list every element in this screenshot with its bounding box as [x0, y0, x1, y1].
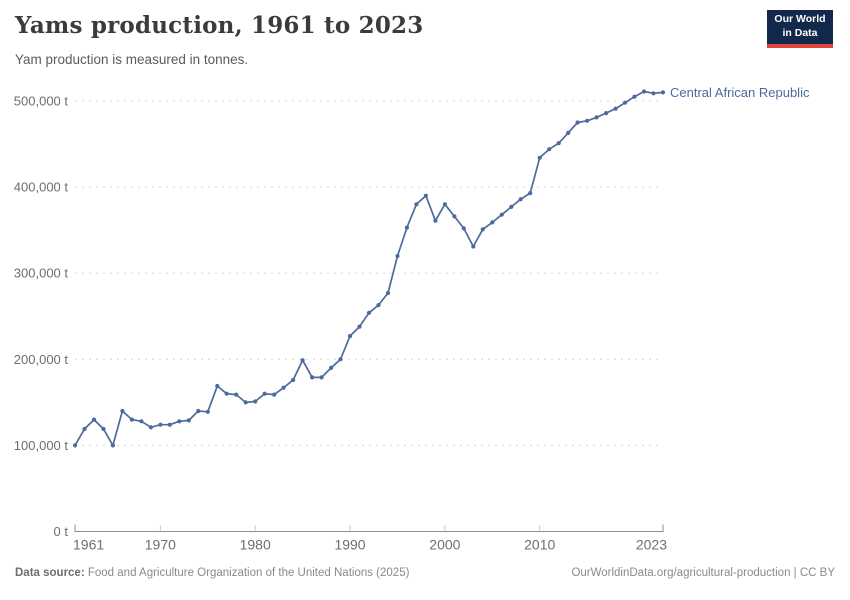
data-point[interactable] — [158, 422, 163, 427]
data-point[interactable] — [91, 417, 97, 422]
y-axis-label: 0 t — [54, 524, 69, 539]
data-line[interactable] — [74, 90, 664, 447]
data-point[interactable] — [120, 408, 125, 414]
data-point[interactable] — [404, 225, 409, 230]
data-point[interactable] — [262, 391, 267, 396]
y-axis-label: 500,000 t — [14, 94, 69, 109]
data-point[interactable] — [480, 227, 485, 232]
data-source-label: Data source: — [15, 567, 85, 579]
data-point[interactable] — [82, 426, 87, 432]
data-point[interactable] — [376, 303, 381, 308]
y-axis-label: 300,000 t — [14, 266, 69, 281]
data-point[interactable] — [357, 324, 362, 329]
data-point[interactable] — [253, 399, 258, 404]
data-point[interactable] — [623, 100, 628, 105]
data-point[interactable] — [385, 290, 391, 296]
data-point[interactable] — [528, 191, 533, 196]
data-point[interactable] — [395, 253, 400, 259]
data-point[interactable] — [442, 202, 447, 207]
x-axis — [74, 524, 664, 532]
owid-logo-text: Our World in Data — [774, 13, 826, 39]
chart-subtitle: Yam production is measured in tonnes. — [15, 52, 249, 67]
data-point[interactable] — [547, 147, 552, 152]
data-point[interactable] — [585, 118, 590, 123]
data-point[interactable] — [148, 425, 153, 430]
data-point[interactable] — [423, 193, 428, 198]
x-axis-label: 2023 — [636, 537, 667, 553]
data-point[interactable] — [575, 120, 580, 125]
data-point[interactable] — [329, 365, 334, 370]
data-point[interactable] — [338, 357, 343, 362]
data-point[interactable] — [632, 94, 637, 99]
x-axis-label: 1961 — [73, 537, 104, 553]
x-axis-label: 1980 — [240, 537, 271, 553]
data-point[interactable] — [319, 375, 324, 380]
data-source-text: Food and Agriculture Organization of the… — [84, 567, 410, 579]
data-point[interactable] — [177, 419, 182, 424]
owid-logo[interactable]: Our World in Data — [767, 10, 833, 48]
data-point[interactable] — [660, 90, 666, 95]
data-point[interactable] — [139, 419, 144, 424]
data-point[interactable] — [366, 310, 372, 315]
data-point[interactable] — [556, 141, 561, 146]
data-point[interactable] — [452, 214, 457, 219]
y-axis-label: 100,000 t — [14, 438, 69, 453]
data-point[interactable] — [281, 385, 286, 390]
data-point[interactable] — [471, 244, 476, 249]
data-point[interactable] — [347, 334, 353, 339]
data-point[interactable] — [509, 204, 514, 209]
x-axis-label: 2000 — [429, 537, 460, 553]
data-point[interactable] — [613, 106, 618, 111]
data-point[interactable] — [205, 409, 210, 414]
data-point[interactable] — [110, 443, 115, 448]
x-axis-label: 2010 — [524, 537, 555, 553]
y-axis-label: 400,000 t — [14, 180, 69, 195]
data-point[interactable] — [215, 383, 220, 389]
data-point[interactable] — [300, 358, 305, 363]
y-axis-label: 200,000 t — [14, 352, 69, 367]
chart-title: Yams production, 1961 to 2023 — [15, 12, 424, 39]
data-point[interactable] — [272, 392, 277, 397]
data-point[interactable] — [224, 391, 229, 396]
data-point[interactable] — [101, 426, 106, 432]
data-point[interactable] — [196, 408, 201, 414]
data-point[interactable] — [243, 400, 248, 405]
data-point[interactable] — [594, 115, 599, 120]
data-point[interactable] — [72, 443, 78, 448]
data-point[interactable] — [490, 220, 495, 225]
data-point[interactable] — [186, 418, 191, 423]
data-point[interactable] — [461, 226, 466, 231]
data-point[interactable] — [604, 111, 609, 116]
data-point[interactable] — [518, 197, 523, 202]
data-source-note: Data source: Food and Agriculture Organi… — [15, 567, 409, 579]
data-point[interactable] — [537, 155, 542, 160]
data-point[interactable] — [234, 392, 239, 397]
x-axis-label: 1970 — [145, 537, 176, 553]
chart-footer: Data source: Food and Agriculture Organi… — [0, 567, 850, 579]
data-point[interactable] — [167, 422, 172, 427]
data-point[interactable] — [414, 202, 419, 207]
data-point[interactable] — [499, 212, 504, 217]
data-point[interactable] — [651, 91, 656, 96]
data-point[interactable] — [291, 377, 296, 383]
data-point[interactable] — [310, 375, 315, 380]
data-point[interactable] — [566, 130, 571, 135]
footer-link[interactable]: OurWorldinData.org/agricultural-producti… — [571, 567, 835, 579]
series-label[interactable]: Central African Republic — [670, 85, 810, 100]
data-point[interactable] — [433, 218, 438, 223]
data-point[interactable] — [641, 89, 647, 94]
data-point[interactable] — [129, 417, 134, 422]
x-axis-label: 1990 — [334, 537, 365, 553]
